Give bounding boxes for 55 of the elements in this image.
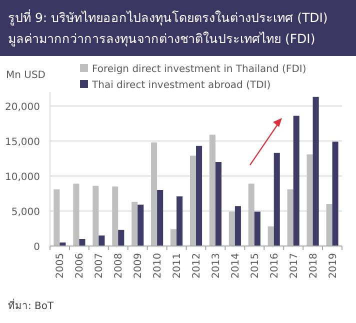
bar <box>268 226 274 246</box>
x-tick-label: 2008 <box>114 253 125 278</box>
bar <box>79 239 86 246</box>
bar <box>73 184 80 246</box>
bar <box>254 212 260 246</box>
x-tick-label: 2014 <box>230 253 242 278</box>
x-tick-label: 2009 <box>133 253 144 278</box>
bar <box>287 189 294 246</box>
bar <box>151 142 158 246</box>
bar <box>92 186 99 246</box>
bar <box>248 184 254 246</box>
bar <box>54 189 60 246</box>
bar <box>228 212 235 246</box>
bar <box>112 186 118 246</box>
bar <box>332 142 338 246</box>
bar <box>312 96 319 246</box>
y-tick-label: 15,000 <box>5 137 40 148</box>
text: ที่มา: BoT <box>8 298 55 312</box>
bar <box>60 242 66 246</box>
x-tick-label: 2019 <box>328 253 339 278</box>
legend-label: Foreign direct investment in Thailand (FDI) <box>92 64 306 75</box>
x-tick-label: 2017 <box>288 253 300 278</box>
y-tick-label: 10,000 <box>5 172 40 183</box>
x-tick-label: 2006 <box>74 253 86 278</box>
bar <box>196 146 202 246</box>
x-tick-label: 2013 <box>210 253 222 278</box>
y-tick-label: 0 <box>34 242 40 253</box>
bar <box>118 230 124 246</box>
bar <box>306 154 313 246</box>
legend-label: Thai direct investment abroad (TDI) <box>91 80 271 91</box>
x-tick-label: 2012 <box>192 253 202 278</box>
bar <box>157 190 164 246</box>
bar <box>176 196 183 246</box>
x-tick-label: 2010 <box>152 253 164 278</box>
chart-title: รูปที่ 9: บริษัทไทยออกไปลงทุนโดยตรงในต่างประเทศ (TDI) มูลค่ามากกว่าการลงทุนจากต่างชาติในประเทศไทย (FDI) <box>8 9 328 47</box>
x-tick-label: 2018 <box>308 253 320 278</box>
x-tick-label: 2016 <box>269 253 280 278</box>
x-tick-label: 2011 <box>172 253 184 278</box>
y-tick-label: 20,000 <box>5 102 40 113</box>
x-tick-label: 2005 <box>55 253 66 278</box>
bar <box>190 156 196 246</box>
bar <box>209 134 216 246</box>
bar <box>274 152 280 246</box>
bar <box>234 206 241 246</box>
bar <box>138 204 144 246</box>
x-tick-label: 2015 <box>250 253 261 278</box>
y-axis-title: Mn USD <box>6 70 46 81</box>
bar <box>293 116 300 246</box>
bar <box>215 162 222 246</box>
bar <box>98 236 105 246</box>
x-tick-label: 2007 <box>94 253 106 278</box>
y-tick-label: 5,000 <box>11 207 40 218</box>
bar <box>170 229 177 246</box>
bar <box>132 202 138 246</box>
bar <box>326 204 332 246</box>
